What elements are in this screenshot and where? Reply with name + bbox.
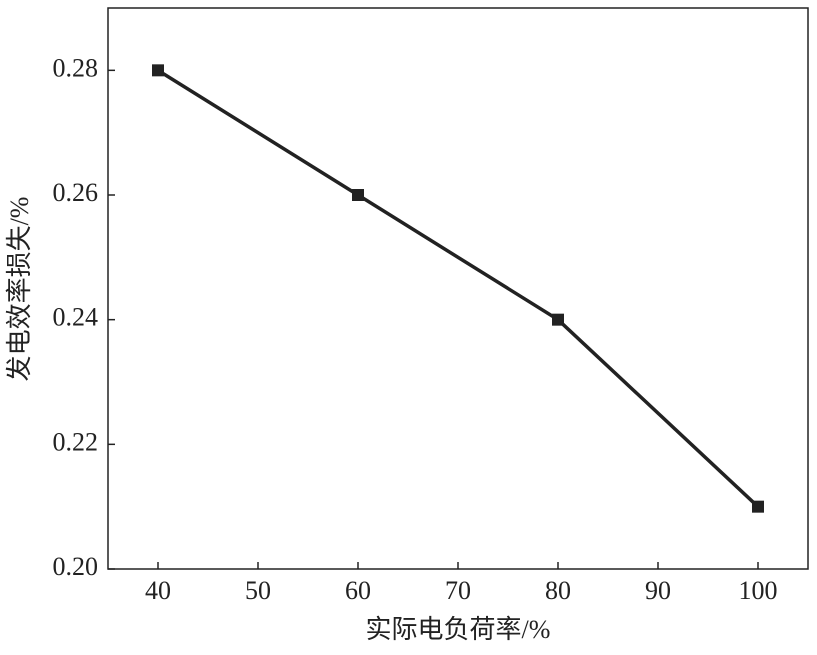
x-tick-label: 40 — [145, 576, 171, 605]
y-tick-label: 0.26 — [53, 178, 99, 207]
plot-frame — [107, 7, 809, 570]
x-tick-label: 50 — [245, 576, 271, 605]
y-tick-label: 0.28 — [53, 53, 99, 82]
y-tick-label: 0.24 — [53, 303, 99, 332]
x-axis-label: 实际电负荷率/% — [366, 615, 551, 644]
y-axis-label: 发电效率损失/% — [5, 197, 34, 382]
x-tick-label: 60 — [345, 576, 371, 605]
marker — [152, 64, 164, 77]
x-tick-label: 70 — [445, 576, 471, 605]
series-line — [157, 68, 760, 508]
marker — [752, 500, 764, 513]
marker — [552, 313, 564, 326]
marker — [352, 189, 364, 201]
x-tick-label: 90 — [645, 576, 671, 605]
x-tick-label: 80 — [545, 576, 571, 605]
x-tick-label: 100 — [739, 576, 778, 605]
y-tick-label: 0.20 — [53, 552, 99, 581]
y-tick-label: 0.22 — [53, 427, 99, 456]
